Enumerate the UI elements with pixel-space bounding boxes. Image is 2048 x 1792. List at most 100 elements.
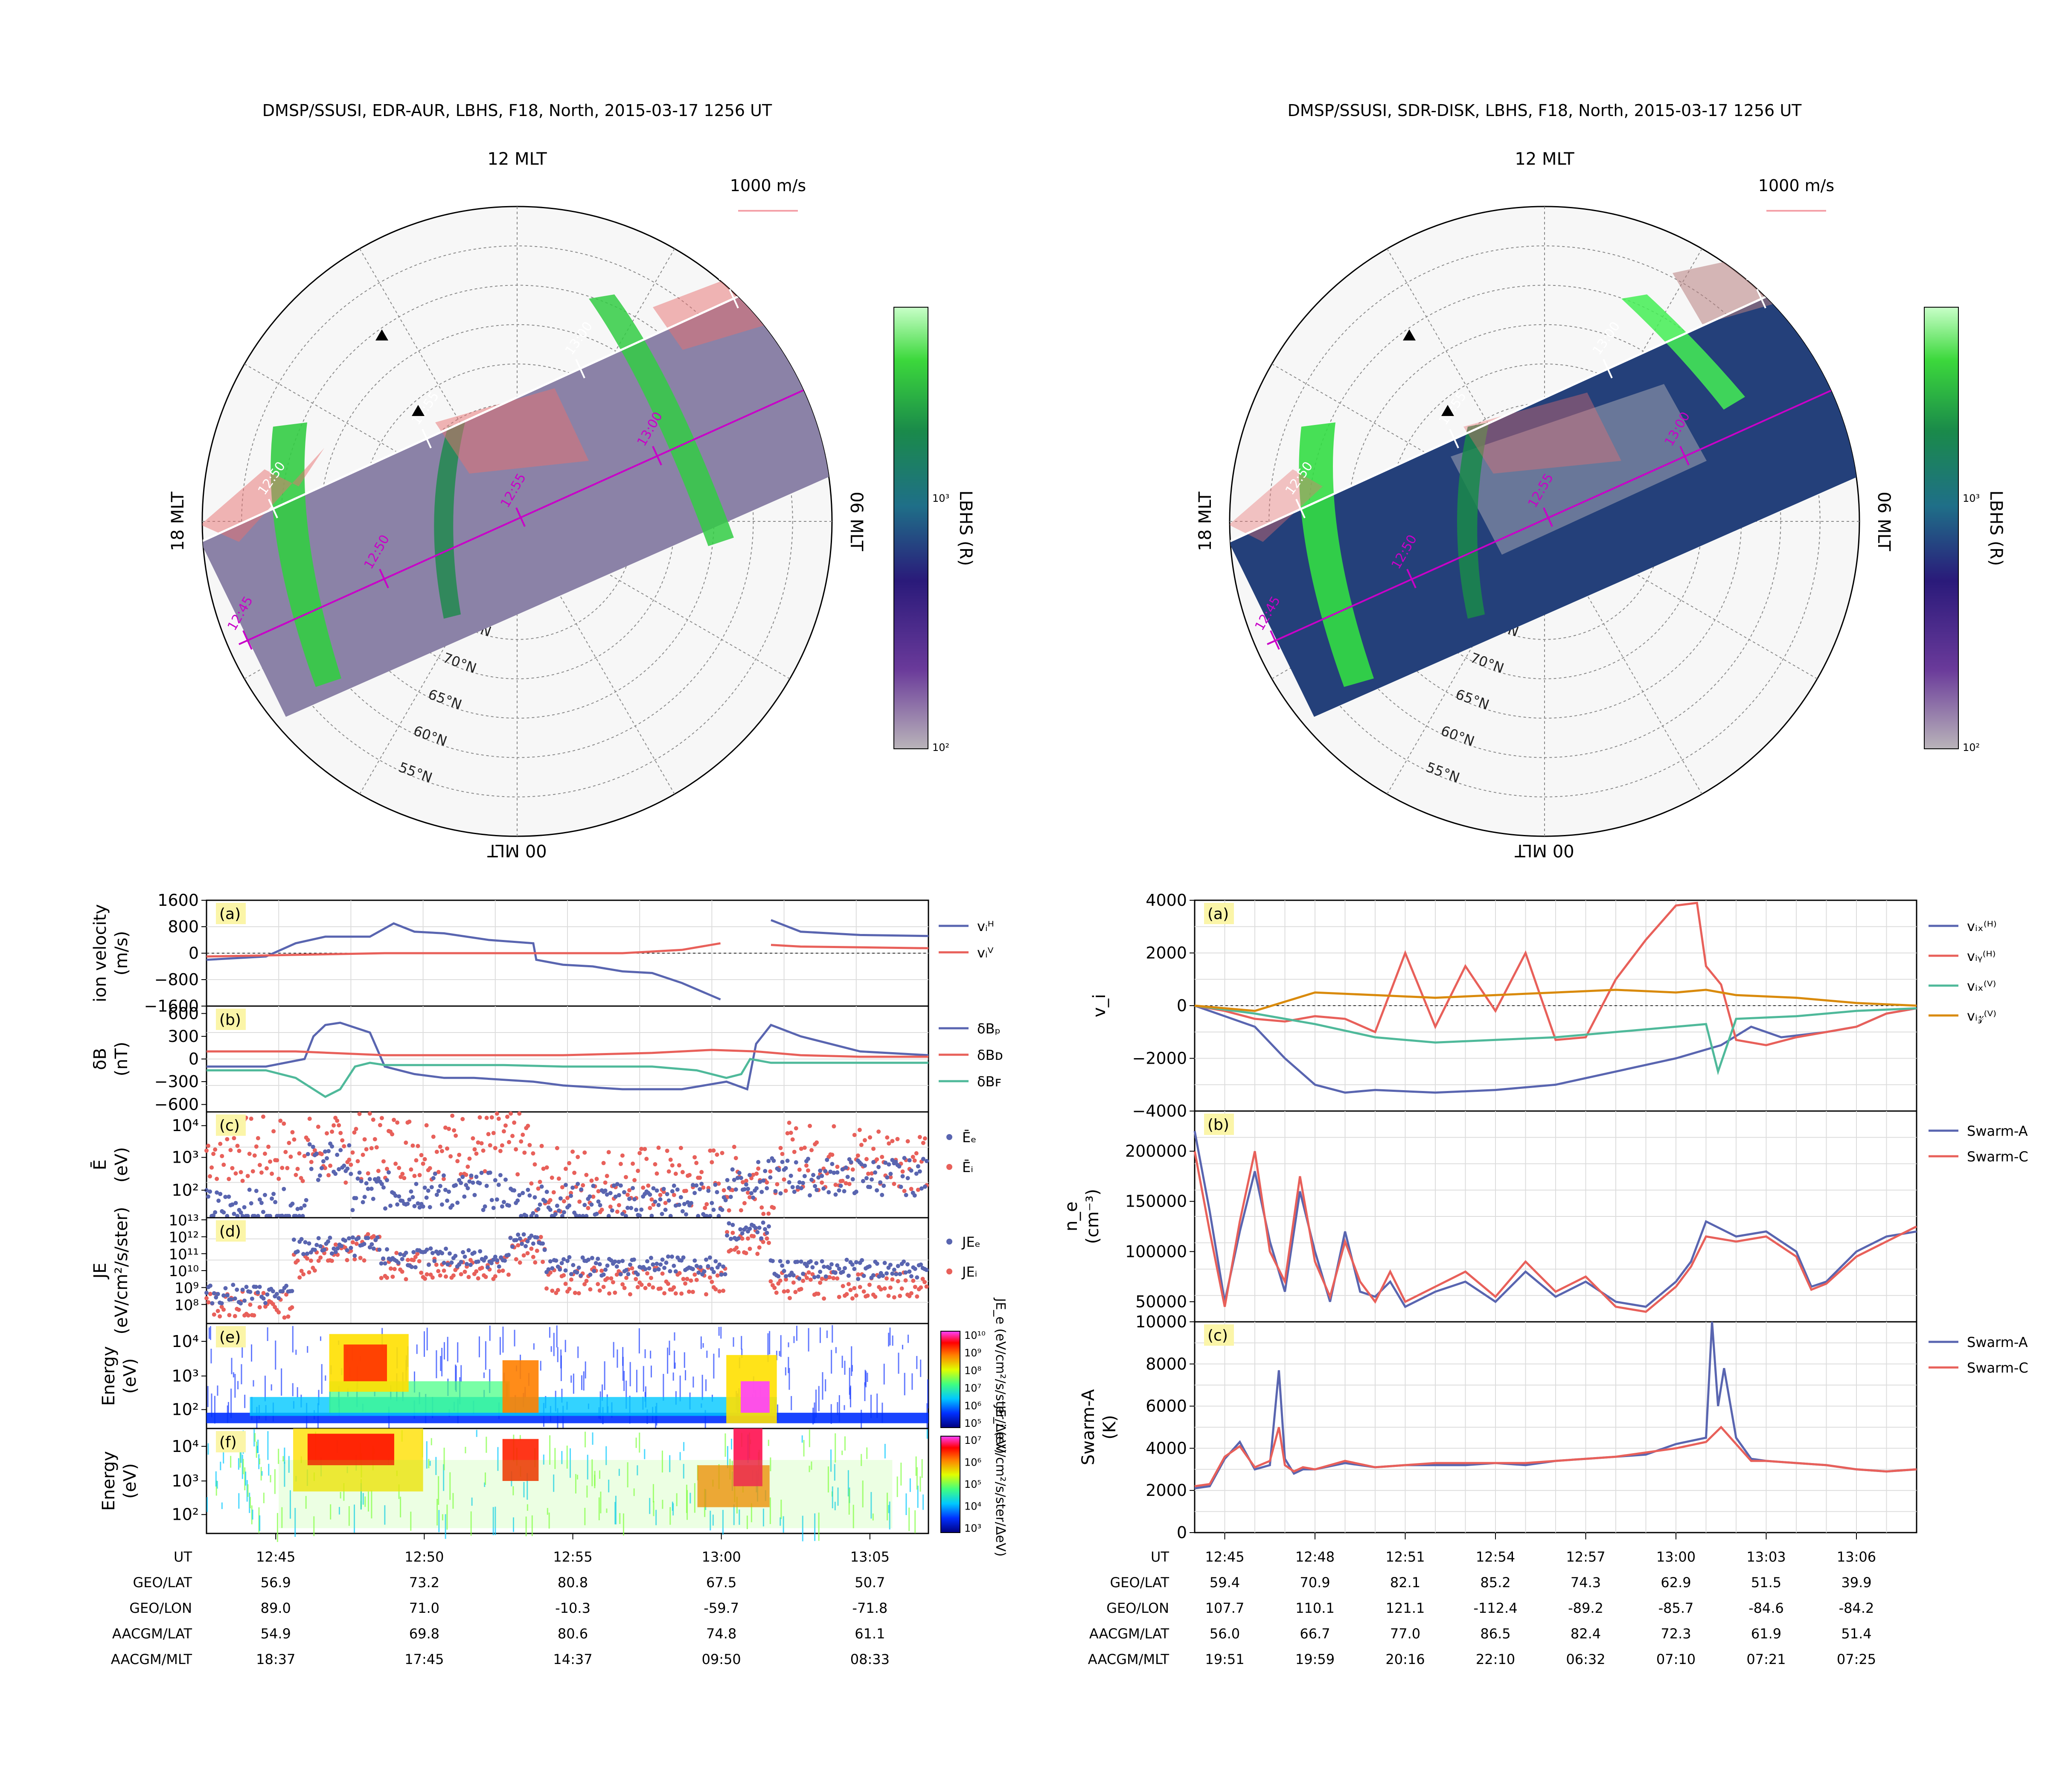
- legend-label: δBꜰ: [977, 1073, 1001, 1090]
- magenta-track-tick: [1270, 630, 1280, 650]
- ion-energy-point: [257, 1163, 262, 1167]
- ion-energy-point: [447, 1126, 451, 1131]
- electron-energy-point: [316, 1178, 320, 1182]
- spectrogram-streak: [832, 1486, 833, 1509]
- electron-energy-point: [280, 1213, 285, 1218]
- spectrogram-streak: [623, 1513, 624, 1536]
- spectrogram-streak: [398, 1484, 400, 1499]
- electron-energy-point: [733, 1187, 738, 1192]
- ion-je-point: [822, 1296, 826, 1301]
- right-mlt-right: 06 MLT: [1874, 492, 1894, 551]
- ion-je-point: [392, 1267, 397, 1271]
- spectrogram-streak: [870, 1492, 872, 1519]
- spectrogram-streak: [861, 1454, 862, 1466]
- ion-energy-point: [788, 1131, 793, 1135]
- electron-je-point: [620, 1259, 625, 1263]
- ion-energy-point: [620, 1153, 625, 1158]
- electron-energy-point: [899, 1184, 903, 1189]
- ion-energy-point: [268, 1159, 273, 1164]
- ion-je-point: [413, 1255, 418, 1260]
- spectrogram-streak: [608, 1479, 610, 1492]
- ion-energy-point: [601, 1161, 606, 1165]
- spectrogram-streak: [560, 1355, 562, 1381]
- ephemeris-value: 69.8: [409, 1626, 439, 1642]
- electron-energy-point: [544, 1190, 549, 1194]
- ion-energy-point: [228, 1148, 233, 1152]
- spectrogram-streak: [261, 1471, 263, 1476]
- electron-je-point: [596, 1257, 600, 1261]
- electron-energy-point: [797, 1180, 802, 1185]
- ion-energy-point: [309, 1160, 314, 1164]
- legend-label: Swarm-A: [1967, 1334, 2028, 1350]
- electron-je-point: [253, 1285, 258, 1289]
- magenta-track-tick: [1679, 446, 1690, 465]
- electron-energy-point: [682, 1201, 687, 1206]
- electron-energy-point: [890, 1158, 895, 1162]
- ephemeris-value: 50.7: [855, 1574, 885, 1591]
- ion-je-point: [793, 1290, 798, 1295]
- electron-je-point: [725, 1233, 730, 1238]
- electron-energy-point: [710, 1201, 714, 1205]
- electron-energy-point: [692, 1191, 697, 1196]
- ion-energy-point: [422, 1157, 427, 1161]
- spectrogram-streak: [548, 1513, 550, 1529]
- spectrogram-streak: [867, 1373, 868, 1382]
- electron-je-point: [329, 1251, 334, 1256]
- electron-je-point: [430, 1251, 435, 1255]
- spectrogram-streak: [741, 1349, 743, 1358]
- electron-energy-point: [345, 1166, 350, 1171]
- ion-energy-point: [608, 1204, 613, 1209]
- ion-energy-point: [227, 1177, 231, 1181]
- ion-je-point: [459, 1272, 463, 1277]
- spectrogram-streak: [259, 1458, 260, 1465]
- electron-je-point: [379, 1261, 384, 1266]
- electron-je-point: [493, 1254, 497, 1259]
- electron-energy-point: [347, 1143, 352, 1148]
- spectrogram-streak: [256, 1446, 258, 1453]
- electron-je-point: [229, 1297, 233, 1302]
- spectrogram-streak: [455, 1366, 457, 1392]
- electron-energy-point: [663, 1207, 668, 1212]
- y-tick-label: −2000: [1132, 1049, 1187, 1068]
- electron-energy-point: [479, 1170, 484, 1175]
- electron-energy-point: [794, 1160, 798, 1165]
- y-axis-label: δB: [90, 1048, 110, 1070]
- ephemeris-value: -84.2: [1839, 1600, 1874, 1616]
- electron-energy-point: [558, 1196, 563, 1201]
- electron-energy-point: [397, 1194, 401, 1199]
- electron-je-point: [352, 1254, 357, 1258]
- spectrogram-streak: [313, 1516, 315, 1536]
- spectrogram-patch: [279, 1460, 893, 1528]
- spectrogram-colorbar: [940, 1436, 960, 1533]
- ion-energy-point: [464, 1172, 468, 1177]
- spectrogram-streak: [674, 1362, 676, 1369]
- panel-label: (a): [219, 905, 241, 923]
- spectrogram-patch: [741, 1381, 770, 1413]
- spectrogram-streak: [438, 1510, 440, 1533]
- spectrogram-streak: [497, 1447, 499, 1471]
- electron-energy-point: [859, 1162, 864, 1167]
- spectrogram-streak: [233, 1372, 234, 1378]
- series-line-v_iz^(V): [1194, 989, 1917, 1012]
- ion-je-point: [208, 1292, 212, 1296]
- ion-je-point: [349, 1248, 353, 1253]
- electron-je-point: [833, 1271, 838, 1275]
- electron-je-point: [381, 1256, 386, 1261]
- ion-je-point: [538, 1235, 543, 1239]
- ephemeris-value: -10.3: [555, 1600, 591, 1616]
- electron-energy-point: [823, 1169, 828, 1173]
- spectrogram-streak: [267, 1431, 269, 1460]
- electron-je-point: [713, 1259, 718, 1264]
- electron-je-point: [871, 1273, 876, 1278]
- ion-energy-point: [347, 1158, 352, 1162]
- ion-je-point: [493, 1274, 497, 1279]
- ion-je-point: [451, 1273, 456, 1278]
- ion-je-point: [924, 1284, 929, 1289]
- spectrogram-streak: [650, 1365, 652, 1378]
- ephemeris-value: 06:32: [1566, 1651, 1605, 1667]
- ion-je-point: [345, 1258, 349, 1263]
- electron-energy-point: [325, 1156, 329, 1161]
- ion-je-point: [744, 1251, 748, 1256]
- spectrogram-streak: [485, 1341, 486, 1370]
- legend-label: Swarm-C: [1967, 1360, 2028, 1376]
